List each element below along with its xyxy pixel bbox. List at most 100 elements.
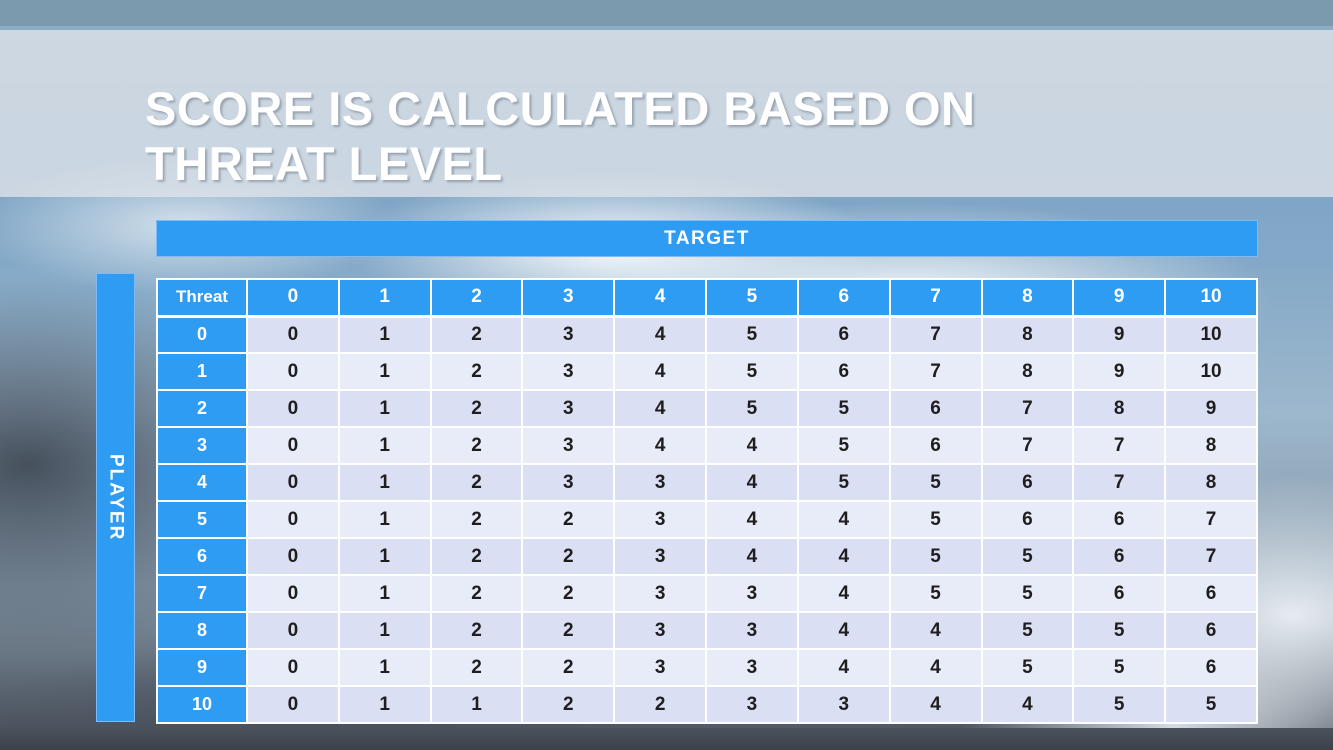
score-cell: 3 <box>796 685 891 724</box>
score-cell: 5 <box>1072 648 1167 687</box>
score-cell: 4 <box>613 426 708 465</box>
player-row-header: 0 <box>156 315 248 354</box>
score-cell: 4 <box>980 685 1075 724</box>
score-cell: 0 <box>246 426 340 465</box>
corner-cell-threat: Threat <box>156 278 248 318</box>
score-cell: 4 <box>705 537 799 576</box>
score-cell: 3 <box>613 537 708 576</box>
score-cell: 1 <box>337 500 432 539</box>
player-row-header: 8 <box>156 611 248 650</box>
target-col-header: 2 <box>429 278 524 318</box>
score-cell: 0 <box>246 537 340 576</box>
score-cell: 10 <box>1164 315 1258 354</box>
score-cell: 5 <box>888 574 983 613</box>
title-band: SCORE IS CALCULATED BASED ON THREAT LEVEL <box>0 30 1333 197</box>
score-cell: 3 <box>613 500 708 539</box>
slide-title: SCORE IS CALCULATED BASED ON THREAT LEVEL <box>145 82 1273 191</box>
player-row-header: 10 <box>156 685 248 724</box>
slide-title-line1: SCORE IS CALCULATED BASED ON <box>145 82 976 135</box>
score-cell: 4 <box>705 500 799 539</box>
score-cell: 9 <box>1072 352 1167 391</box>
score-cell: 0 <box>246 463 340 502</box>
score-cell: 5 <box>705 315 799 354</box>
score-cell: 1 <box>429 685 524 724</box>
target-axis-label: TARGET <box>664 227 750 249</box>
score-cell: 2 <box>429 500 524 539</box>
score-cell: 0 <box>246 315 340 354</box>
score-cell: 6 <box>888 426 983 465</box>
score-cell: 9 <box>1164 389 1258 428</box>
player-row-header: 2 <box>156 389 248 428</box>
score-cell: 3 <box>521 463 616 502</box>
score-cell: 5 <box>980 537 1075 576</box>
score-cell: 2 <box>429 426 524 465</box>
score-cell: 6 <box>1072 500 1167 539</box>
score-cell: 4 <box>613 352 708 391</box>
score-cell: 7 <box>980 426 1075 465</box>
score-cell: 0 <box>246 611 340 650</box>
score-cell: 8 <box>980 315 1075 354</box>
score-cell: 7 <box>980 389 1075 428</box>
target-col-header: 1 <box>337 278 432 318</box>
player-row-header: 5 <box>156 500 248 539</box>
score-cell: 5 <box>888 537 983 576</box>
score-cell: 2 <box>429 463 524 502</box>
score-cell: 9 <box>1072 315 1167 354</box>
score-cell: 5 <box>705 389 799 428</box>
score-cell: 2 <box>521 685 616 724</box>
score-cell: 2 <box>429 389 524 428</box>
score-cell: 1 <box>337 389 432 428</box>
score-cell: 3 <box>705 685 799 724</box>
score-cell: 4 <box>613 315 708 354</box>
score-cell: 0 <box>246 685 340 724</box>
score-cell: 6 <box>888 389 983 428</box>
score-cell: 8 <box>980 352 1075 391</box>
score-cell: 4 <box>613 389 708 428</box>
target-col-header: 8 <box>980 278 1075 318</box>
score-cell: 3 <box>613 463 708 502</box>
target-axis-header: TARGET <box>156 220 1258 257</box>
score-cell: 8 <box>1164 426 1258 465</box>
score-cell: 4 <box>705 426 799 465</box>
score-cell: 4 <box>796 537 891 576</box>
table-row: 10 0 1 1 2 2 3 3 4 4 5 5 <box>156 685 1258 724</box>
target-col-header: 9 <box>1072 278 1167 318</box>
score-cell: 2 <box>521 500 616 539</box>
score-cell: 4 <box>888 685 983 724</box>
score-cell: 5 <box>796 389 891 428</box>
score-cell: 5 <box>980 574 1075 613</box>
score-cell: 2 <box>429 315 524 354</box>
target-col-header: 5 <box>705 278 799 318</box>
score-cell: 2 <box>521 574 616 613</box>
score-cell: 5 <box>1072 611 1167 650</box>
player-axis-header: PLAYER <box>96 273 135 722</box>
player-row-header: 7 <box>156 574 248 613</box>
score-cell: 7 <box>1072 426 1167 465</box>
score-cell: 6 <box>980 500 1075 539</box>
score-cell: 4 <box>796 500 891 539</box>
score-cell: 4 <box>705 463 799 502</box>
score-cell: 6 <box>980 463 1075 502</box>
target-col-header: 7 <box>888 278 983 318</box>
score-cell: 3 <box>521 352 616 391</box>
score-cell: 4 <box>796 611 891 650</box>
score-cell: 5 <box>796 426 891 465</box>
score-cell: 6 <box>796 315 891 354</box>
score-cell: 5 <box>888 463 983 502</box>
score-cell: 0 <box>246 500 340 539</box>
target-col-header: 0 <box>246 278 340 318</box>
player-row-header: 3 <box>156 426 248 465</box>
score-cell: 0 <box>246 352 340 391</box>
score-cell: 2 <box>429 352 524 391</box>
score-cell: 3 <box>613 648 708 687</box>
player-row-header: 4 <box>156 463 248 502</box>
table-header-row: Threat 0 1 2 3 4 5 6 7 8 9 10 <box>156 278 1258 318</box>
target-col-header: 6 <box>796 278 891 318</box>
target-col-header: 10 <box>1164 278 1258 318</box>
score-cell: 1 <box>337 574 432 613</box>
score-cell: 7 <box>888 352 983 391</box>
